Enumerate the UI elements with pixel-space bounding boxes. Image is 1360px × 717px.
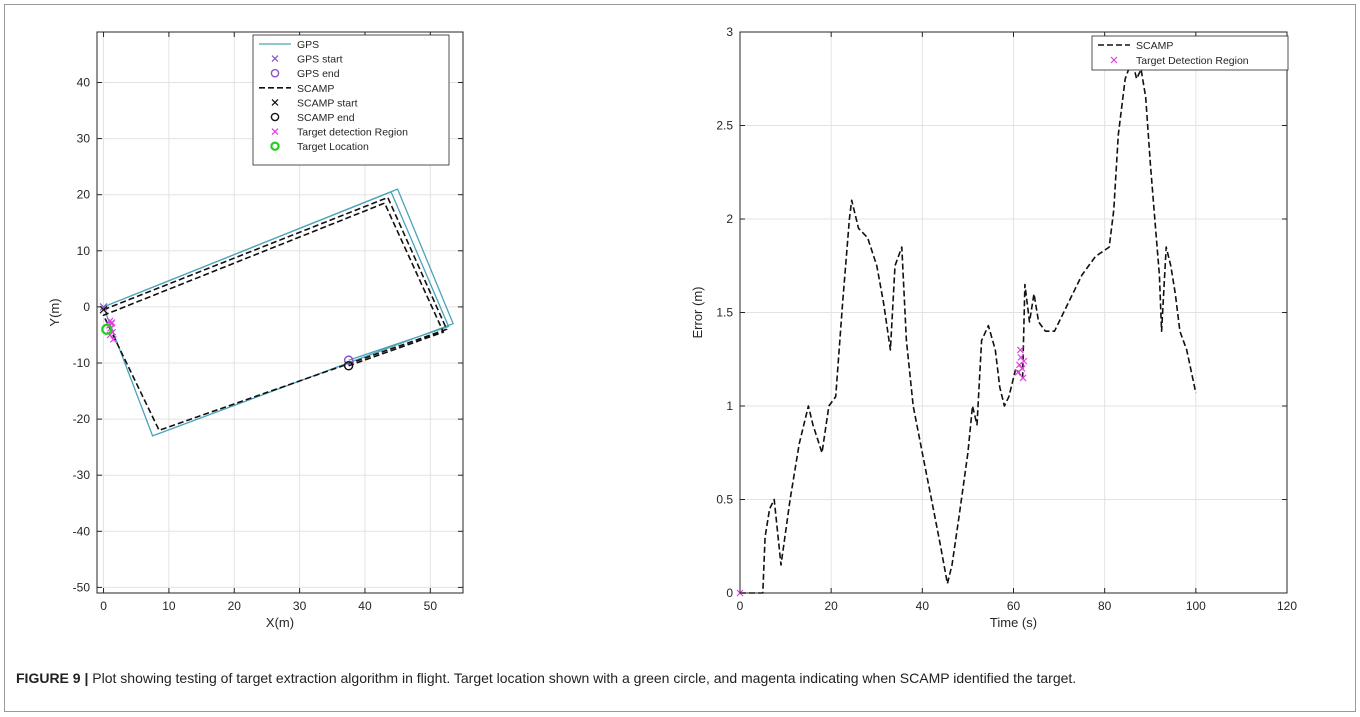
y-tick-label: -30 xyxy=(73,468,91,482)
legend-label: SCAMP end xyxy=(297,112,355,124)
axes-box xyxy=(96,31,464,594)
caption-text: Plot showing testing of target extractio… xyxy=(88,670,1077,686)
y-tick-label: 1 xyxy=(726,399,733,413)
legend-swatch xyxy=(270,112,280,122)
legend-label: Target Location xyxy=(297,141,369,153)
legend: GPS GPS start GPS end SCAMP SCAMP start SCAMP… xyxy=(252,34,450,166)
y-tick-label: 0.5 xyxy=(716,493,733,507)
series-scamp-line xyxy=(740,59,1197,594)
target-detection-point xyxy=(109,336,117,343)
target-detection-point-b xyxy=(1018,365,1026,373)
x-tick-label: 80 xyxy=(1098,599,1112,613)
legend-label: Target Detection Region xyxy=(1136,55,1249,67)
y-tick-label: 10 xyxy=(77,244,91,258)
legend-item: GPS start xyxy=(271,54,343,66)
y-tick-label: -40 xyxy=(73,524,91,538)
legend-swatch xyxy=(270,68,280,78)
x-tick-label: 100 xyxy=(1186,599,1206,613)
y-axis-label: Error (m) xyxy=(690,287,705,339)
y-tick-label: 40 xyxy=(77,75,91,89)
legend-label: SCAMP start xyxy=(297,97,358,109)
legend-swatch xyxy=(270,141,280,151)
trajectory-plot: 0 10 20 30 40 50 -50 -40 -30 -20 -10 0 10 20 30 40 X(m) Y… xyxy=(47,31,464,630)
x-tick-label: 40 xyxy=(358,599,372,613)
legend-swatch xyxy=(1110,56,1118,64)
legend: SCAMP Target Detection Region xyxy=(1091,35,1289,71)
legend-item: Target Detection Region xyxy=(1110,55,1249,67)
legend-swatch-b xyxy=(271,128,279,136)
x-tick-label: 10 xyxy=(162,599,176,613)
target-detection-point xyxy=(1018,365,1026,373)
gps-start-marker xyxy=(99,302,108,311)
y-tick-label: 0 xyxy=(726,586,733,600)
x-tick-label: 20 xyxy=(228,599,242,613)
legend-label: SCAMP xyxy=(297,83,334,95)
y-axis-label: Y(m) xyxy=(47,298,62,326)
x-tick-label: 20 xyxy=(824,599,838,613)
target-detection-point xyxy=(1016,346,1024,354)
y-tick-label: -10 xyxy=(73,356,91,370)
x-axis-label: X(m) xyxy=(266,615,294,630)
legend-label: SCAMP xyxy=(1136,40,1173,52)
series-scamp-line xyxy=(102,196,448,432)
caption-label: FIGURE 9 | xyxy=(16,670,89,686)
y-tick-label: 2.5 xyxy=(716,119,733,133)
x-tick-label: 50 xyxy=(424,599,438,613)
legend-item: SCAMP xyxy=(1098,40,1173,52)
y-tick-label: -20 xyxy=(73,412,91,426)
legend-item: SCAMP xyxy=(259,83,334,95)
target-detection-point xyxy=(1019,374,1027,382)
scamp-end-marker xyxy=(343,361,354,371)
y-tick-label: 0 xyxy=(83,300,90,314)
target-detection-point xyxy=(108,319,116,327)
target-detection-point-b xyxy=(109,336,117,343)
legend-item: Target detection Region xyxy=(271,127,408,139)
legend-swatch-b xyxy=(1110,56,1118,64)
figure-caption: FIGURE 9 | Plot showing testing of targe… xyxy=(16,668,1346,689)
legend-item: SCAMP end xyxy=(270,112,355,124)
target-detection-point-b xyxy=(1017,353,1025,361)
y-tick-label: 3 xyxy=(726,25,733,39)
y-tick-label: 2 xyxy=(726,212,733,226)
figure-canvas: 0 10 20 30 40 50-50-40-30-20-10010203040X(m)Y… xyxy=(47,25,1297,630)
legend-swatch-b xyxy=(271,55,279,63)
legend-item: GPS xyxy=(259,39,319,51)
x-tick-label: 30 xyxy=(293,599,307,613)
x-tick-label: 40 xyxy=(916,599,930,613)
legend-swatch xyxy=(271,98,279,106)
error-plot: 0 20 40 60 80 100 120 0 0.5 1 1.5 2 2.5 3 Time (s) Erro… xyxy=(690,25,1297,630)
gps-end-marker xyxy=(343,355,354,365)
series-gps-line xyxy=(102,188,454,437)
target-location-marker xyxy=(101,323,113,335)
target-detection-point xyxy=(1020,357,1028,365)
target-detection-point-b xyxy=(1020,357,1028,365)
scamp-start-marker-b xyxy=(99,305,108,314)
gps-start-marker-b xyxy=(99,302,108,311)
target-detection-point-b xyxy=(108,319,116,327)
legend-label: GPS xyxy=(297,39,319,51)
y-tick-label: -50 xyxy=(73,580,91,594)
x-tick-label: 0 xyxy=(737,599,744,613)
legend-box xyxy=(1091,35,1289,71)
x-axis-label: Time (s) xyxy=(990,615,1037,630)
legend-item: Target Location xyxy=(270,141,369,153)
legend-swatch-b xyxy=(271,98,279,106)
target-detection-point-b xyxy=(106,331,114,339)
legend-item: GPS end xyxy=(270,68,340,80)
x-tick-label: 120 xyxy=(1277,599,1297,613)
x-tick-label: 0 xyxy=(100,599,107,613)
legend-label: GPS end xyxy=(297,68,340,80)
legend-box xyxy=(252,34,450,166)
y-tick-label: 1.5 xyxy=(716,306,733,320)
y-tick-label: 30 xyxy=(77,132,91,146)
x-tick-label: 60 xyxy=(1007,599,1021,613)
legend-swatch xyxy=(271,128,279,136)
target-detection-point-b xyxy=(1019,374,1027,382)
y-tick-label: 20 xyxy=(77,188,91,202)
target-detection-point-b xyxy=(1016,346,1024,354)
legend-label: GPS start xyxy=(297,54,343,66)
legend-swatch xyxy=(271,55,279,63)
legend-item: SCAMP start xyxy=(271,97,358,109)
legend-label: Target detection Region xyxy=(297,127,408,139)
